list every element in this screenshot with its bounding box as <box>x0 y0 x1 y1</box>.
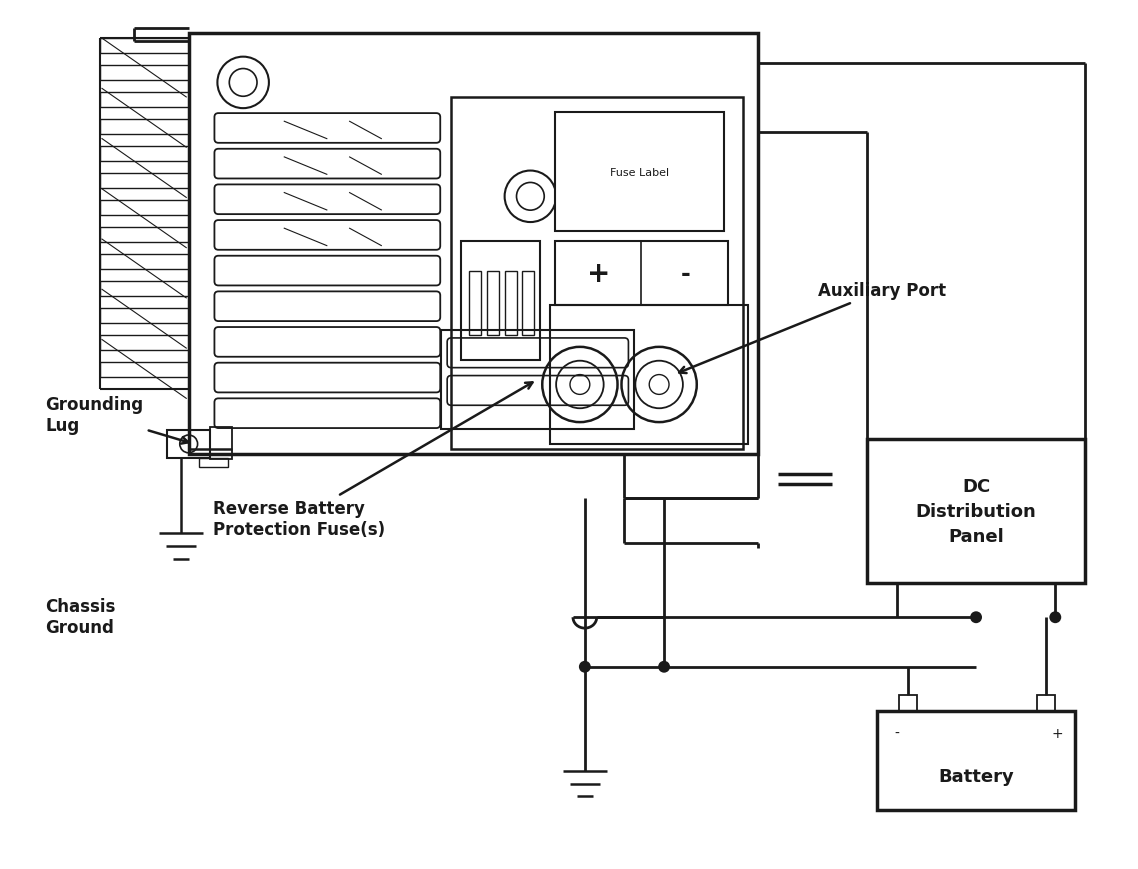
Bar <box>555 113 724 232</box>
Text: Chassis
Ground: Chassis Ground <box>46 598 115 636</box>
Bar <box>899 696 916 712</box>
Bar <box>99 363 189 378</box>
Bar <box>211 428 232 459</box>
Bar <box>469 271 481 335</box>
Bar <box>99 336 189 351</box>
Bar <box>99 39 189 54</box>
Bar <box>167 430 211 458</box>
Bar <box>189 34 758 454</box>
Bar <box>877 712 1075 811</box>
Bar <box>487 271 498 335</box>
Bar <box>99 255 189 269</box>
Text: -: - <box>894 726 899 740</box>
Bar <box>99 228 189 242</box>
Bar <box>99 201 189 216</box>
Text: Reverse Battery
Protection Fuse(s): Reverse Battery Protection Fuse(s) <box>214 383 533 538</box>
Bar <box>451 98 743 449</box>
Text: DC
Distribution
Panel: DC Distribution Panel <box>916 477 1037 545</box>
Text: +: + <box>1052 726 1063 740</box>
Text: Fuse Label: Fuse Label <box>610 168 669 177</box>
Bar <box>99 93 189 108</box>
Bar <box>550 306 749 444</box>
Bar <box>99 66 189 81</box>
Text: -: - <box>681 262 690 286</box>
Bar <box>867 440 1085 583</box>
Circle shape <box>579 661 591 673</box>
Text: Battery: Battery <box>938 766 1014 785</box>
Bar <box>461 242 541 361</box>
Bar <box>99 120 189 135</box>
Circle shape <box>970 612 982 623</box>
Bar <box>504 271 517 335</box>
Bar <box>199 458 229 468</box>
Circle shape <box>658 661 670 673</box>
Circle shape <box>1049 612 1062 623</box>
Bar <box>555 242 728 306</box>
Bar <box>99 309 189 324</box>
Bar <box>442 330 634 429</box>
Bar <box>99 174 189 189</box>
Text: +: + <box>587 260 610 288</box>
Bar <box>1038 696 1055 712</box>
Bar <box>99 147 189 162</box>
Text: Grounding
Lug: Grounding Lug <box>46 395 188 444</box>
Text: Auxiliary Port: Auxiliary Port <box>679 282 946 374</box>
Bar <box>99 282 189 297</box>
Bar <box>522 271 535 335</box>
